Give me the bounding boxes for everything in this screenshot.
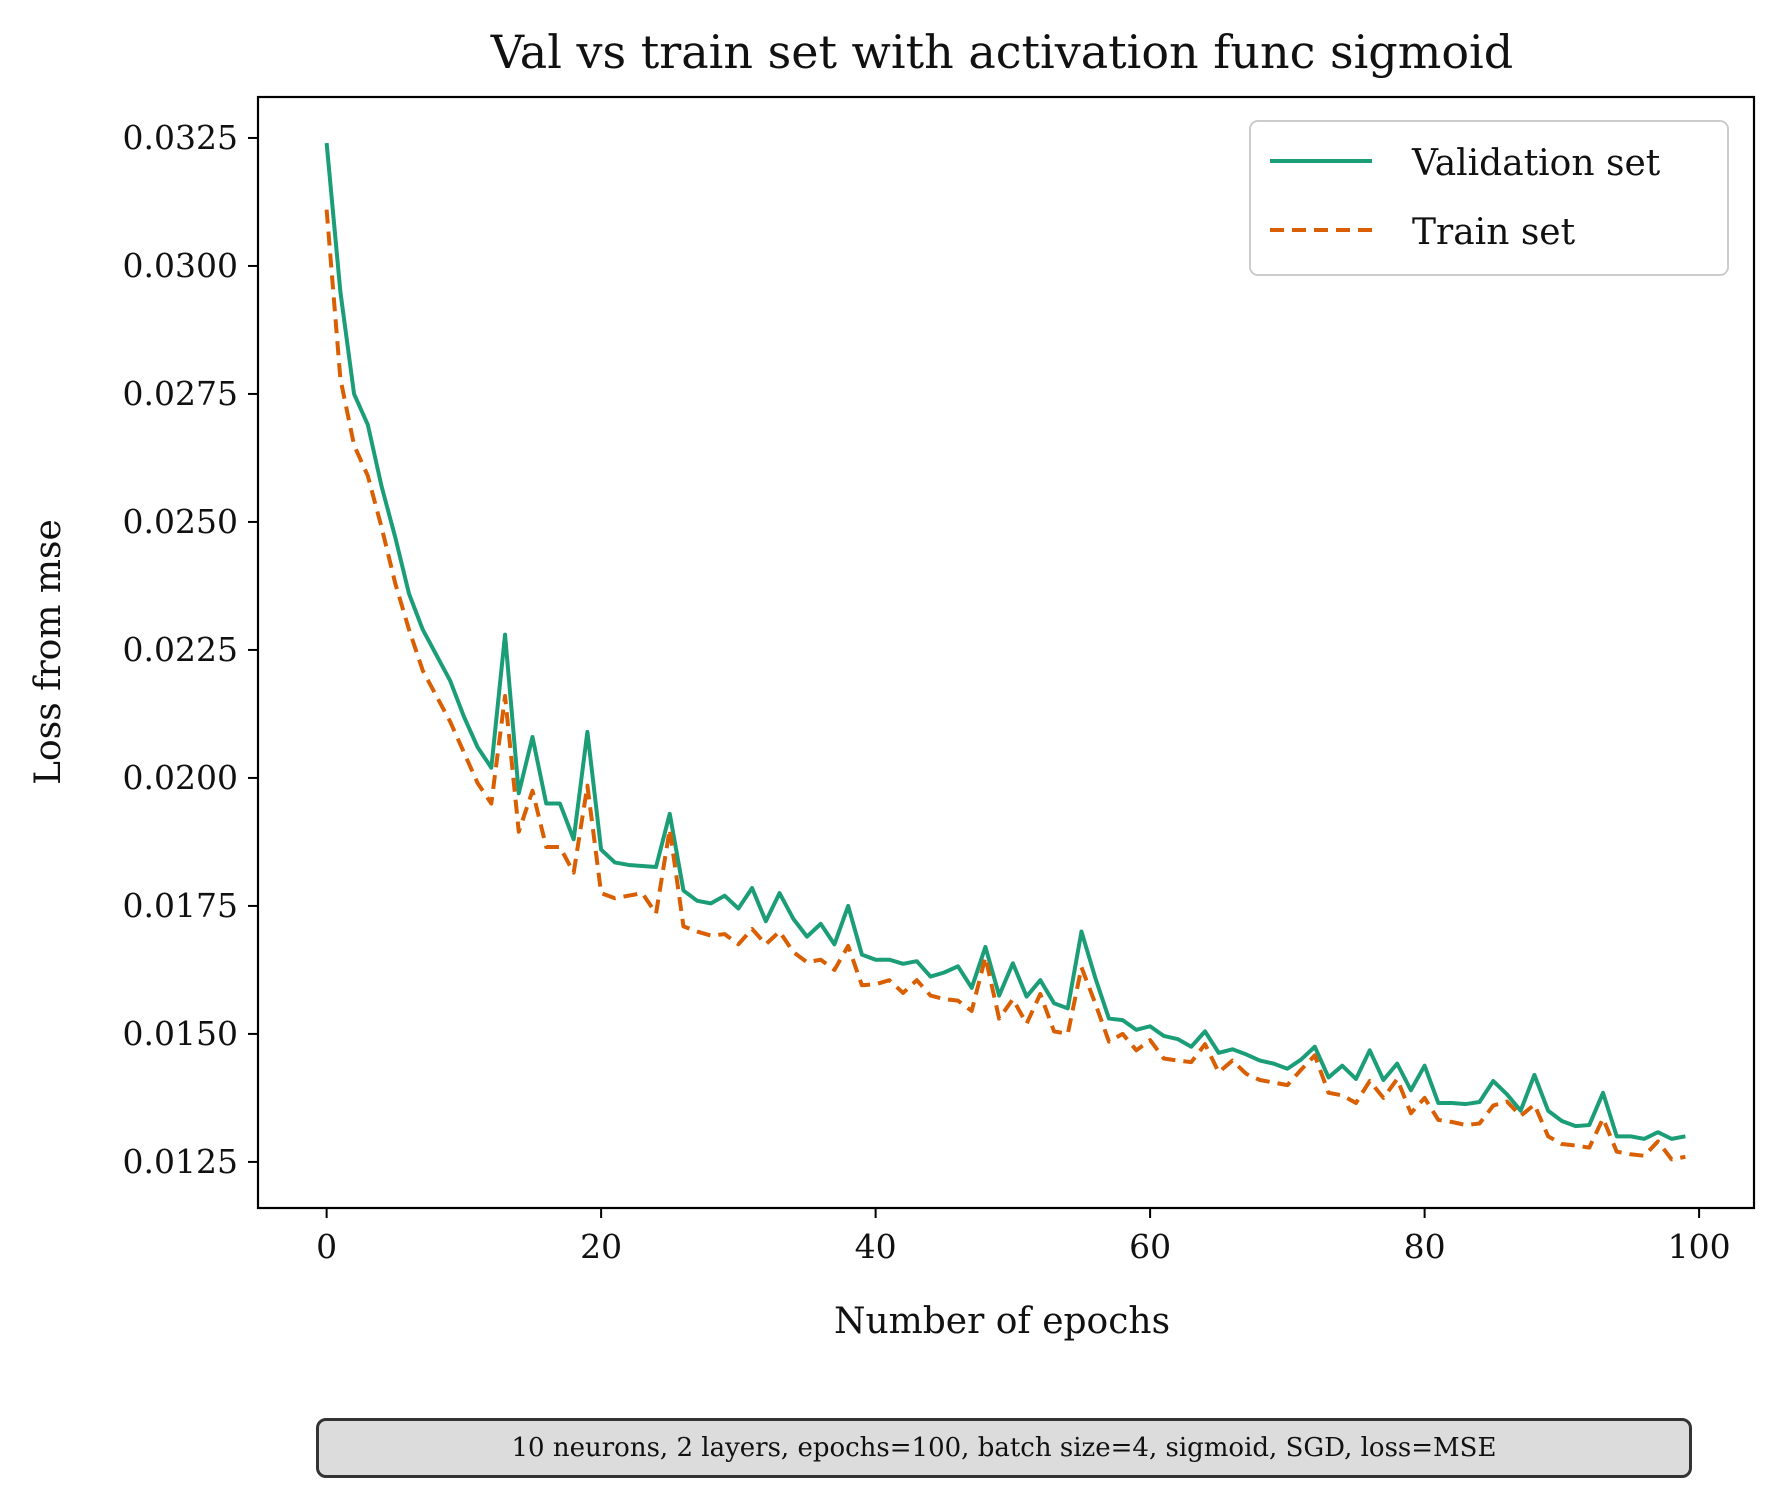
series-line-train bbox=[324, 209, 1686, 1162]
y-tick-label: 0.0225 bbox=[123, 630, 238, 669]
x-tick-label: 0 bbox=[316, 1227, 337, 1266]
x-tick-label: 60 bbox=[1129, 1227, 1171, 1266]
y-tick-label: 0.0150 bbox=[123, 1014, 238, 1053]
y-tick-label: 0.0300 bbox=[123, 246, 238, 285]
chart-title: Val vs train set with activation func si… bbox=[490, 25, 1513, 79]
legend-label-train: Train set bbox=[1412, 212, 1576, 253]
legend-label-validation: Validation set bbox=[1411, 143, 1661, 184]
y-tick-label: 0.0175 bbox=[123, 886, 238, 925]
x-axis-label: Number of epochs bbox=[834, 1301, 1170, 1342]
x-tick-label: 100 bbox=[1668, 1227, 1731, 1266]
x-axis: 0 20 40 60 80 100 bbox=[316, 1208, 1731, 1266]
y-tick-label: 0.0125 bbox=[123, 1142, 238, 1181]
y-tick-label: 0.0250 bbox=[123, 502, 238, 541]
y-tick-label: 0.0275 bbox=[123, 374, 238, 413]
y-axis-label: Loss from mse bbox=[28, 519, 69, 785]
plot-frame bbox=[256, 95, 1756, 1210]
caption-box: 10 neurons, 2 layers, epochs=100, batch … bbox=[316, 1418, 1692, 1478]
y-tick-label: 0.0325 bbox=[123, 118, 238, 157]
series-layer bbox=[324, 142, 1686, 1162]
legend: Validation set Train set bbox=[1249, 120, 1729, 276]
y-axis: 0.0125 0.0150 0.0175 0.0200 0.0225 0.0250 0.02… bbox=[123, 118, 258, 1181]
x-tick-label: 20 bbox=[580, 1227, 622, 1266]
caption-text: 10 neurons, 2 layers, epochs=100, batch … bbox=[511, 1433, 1497, 1463]
series-line-validation bbox=[324, 142, 1686, 1141]
y-tick-label: 0.0200 bbox=[123, 758, 238, 797]
x-tick-label: 80 bbox=[1404, 1227, 1446, 1266]
x-tick-label: 40 bbox=[855, 1227, 897, 1266]
